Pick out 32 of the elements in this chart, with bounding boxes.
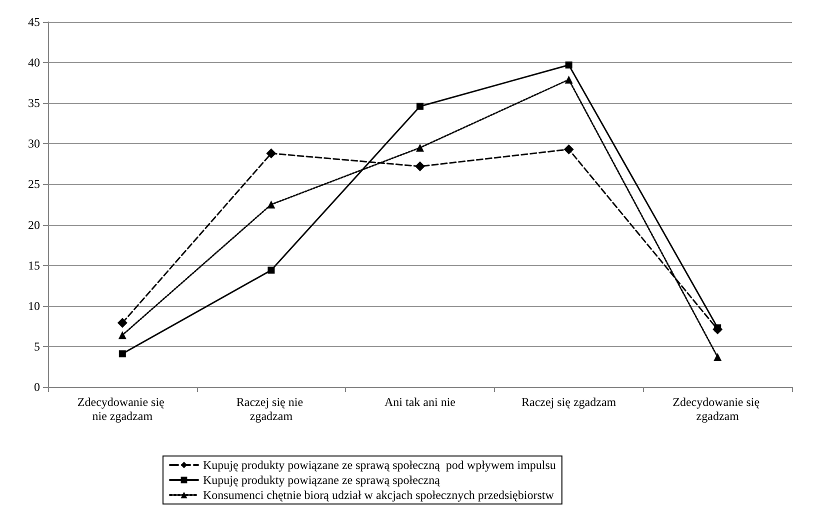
y-tick-label: 15 [28, 258, 40, 272]
y-tick-label: 20 [28, 218, 40, 232]
point [118, 350, 126, 358]
point [266, 148, 276, 158]
x-tick-label: Ani tak ani nie [384, 395, 456, 409]
point [416, 144, 424, 152]
y-tick-label: 45 [28, 15, 40, 29]
x-tick-label: Zdecydowanie się nie zgadzam [77, 395, 168, 423]
legend-label: Konsumenci chętnie biorą udział w akcjach społecznych przedsiębiorstw [203, 488, 554, 502]
point [712, 324, 723, 334]
y-tick-label: 5 [34, 339, 40, 354]
y-tick-label: 25 [28, 177, 40, 192]
point [118, 331, 126, 340]
y-tick-label: 30 [28, 136, 40, 151]
point [416, 102, 424, 110]
point [415, 161, 425, 172]
y-tick-label: 10 [28, 298, 40, 313]
point [564, 76, 573, 84]
point [267, 200, 276, 208]
x-tick-label: Zdecydowanie się zgadzam [672, 395, 763, 423]
x-tick-label: Raczej się zgadzam [521, 395, 617, 409]
y-tick-label: 35 [28, 96, 40, 110]
x-tick-label: Raczej się nie zgadzam [236, 395, 306, 423]
point [268, 266, 275, 274]
legend-label: Kupuję produkty powiązane ze sprawą społeczną [203, 473, 441, 487]
point [714, 352, 722, 361]
point [564, 144, 574, 154]
point [117, 318, 128, 328]
point [565, 61, 572, 68]
y-tick-label: 40 [28, 56, 40, 70]
y-tick-label: 0 [34, 380, 40, 394]
legend-label: Kupuję produkty powiązane ze sprawą społeczną pod wpływem impulsu [203, 458, 556, 472]
